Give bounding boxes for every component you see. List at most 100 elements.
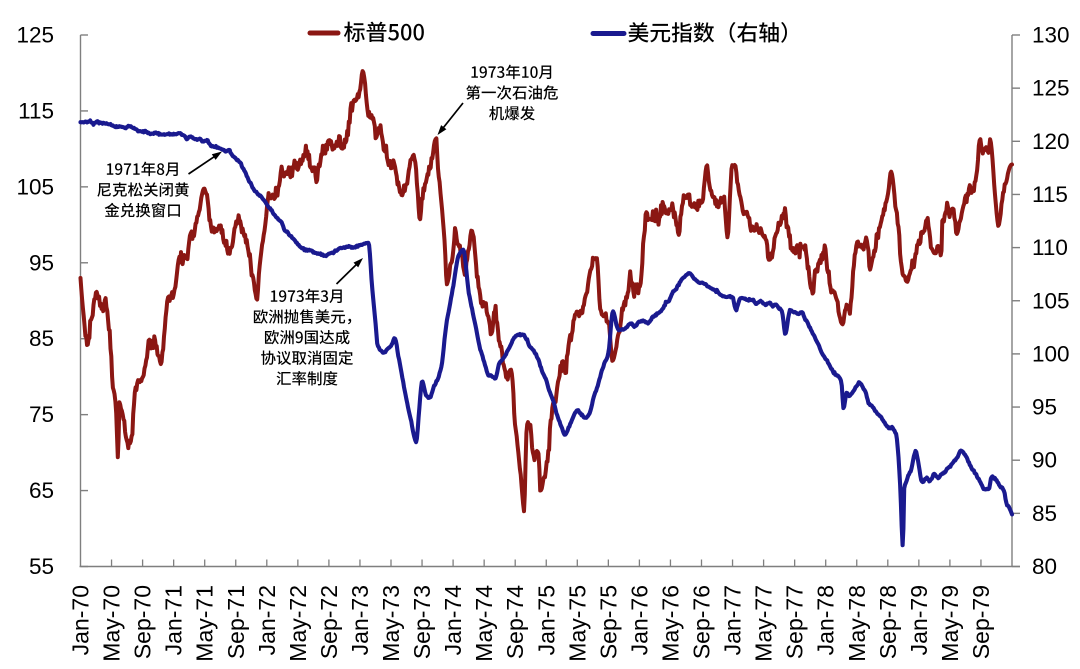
x-tick-label: Jan-76 — [626, 585, 652, 655]
x-tick-label: Jan-71 — [161, 585, 187, 655]
annotation-text-line — [264, 329, 350, 345]
glyph — [156, 163, 165, 176]
x-tick-label: Jan-77 — [720, 585, 746, 655]
glyph — [292, 351, 307, 365]
glyph — [520, 105, 535, 121]
x-tick-label: May-75 — [564, 585, 590, 662]
glyph — [338, 350, 353, 365]
x-tick-label: Sep-75 — [595, 585, 621, 659]
y-left-tick-label: 65 — [29, 478, 54, 503]
x-tick-label: May-72 — [285, 585, 311, 662]
glyph — [253, 309, 268, 324]
glyph — [543, 85, 558, 100]
y-right-tick-label: 115 — [1032, 182, 1068, 207]
x-tick-label: May-78 — [844, 585, 870, 662]
y-right-tick-label: 130 — [1032, 23, 1070, 48]
glyph — [296, 290, 304, 303]
glyph — [135, 202, 151, 218]
y-left-tick-label: 115 — [18, 98, 54, 123]
glyph — [112, 182, 127, 197]
glyph — [388, 24, 399, 41]
x-tick-label: Sep-70 — [130, 585, 156, 659]
glyph — [489, 105, 504, 121]
x-tick-label: Jan-72 — [254, 585, 280, 655]
y-right-tick-label: 90 — [1032, 448, 1057, 473]
y-left-tick-label: 55 — [29, 554, 54, 579]
y-right-tick-label: 120 — [1032, 129, 1070, 154]
glyph — [307, 371, 322, 386]
glyph — [106, 163, 114, 175]
annotation-europe-sells-dollars-1973 — [253, 258, 363, 386]
y-right-tick-label: 105 — [1032, 288, 1070, 313]
glyph — [276, 350, 292, 366]
y-left-tick-label: 105 — [16, 174, 54, 199]
glyph — [133, 163, 140, 175]
glyph — [270, 290, 278, 302]
glyph — [264, 329, 279, 345]
glyph — [276, 371, 291, 386]
glyph — [159, 182, 173, 197]
y-right-tick-label: 95 — [1032, 395, 1057, 420]
glyph — [413, 23, 424, 41]
y-left-tick-label: 125 — [16, 23, 54, 48]
series-line-usd-index — [78, 118, 1015, 548]
y-left-tick-label: 95 — [29, 250, 54, 275]
glyph — [528, 85, 542, 100]
glyph — [512, 86, 527, 100]
x-tick-label: May-70 — [99, 585, 125, 662]
glyph — [279, 330, 294, 345]
annotation-text-line — [104, 202, 180, 218]
annotation-arrow-line — [335, 262, 358, 285]
glyph — [343, 21, 365, 43]
annotation-text-line — [270, 288, 342, 304]
y-right-tick-label: 125 — [1032, 76, 1070, 101]
glyph — [143, 182, 158, 197]
annotation-text-line — [253, 309, 352, 325]
glyph — [471, 66, 478, 78]
annotation-text-line — [466, 85, 558, 100]
glyph — [628, 22, 649, 43]
glyph — [401, 23, 412, 41]
series-line-sp500 — [78, 69, 1014, 514]
glyph — [538, 65, 552, 80]
x-tick-label: Jan-74 — [440, 585, 466, 656]
axes: 55 65 75 85 95 105 115 125 80 85 90 95 100 105 110 115 1… — [16, 23, 1069, 662]
x-tick-label: Sep-71 — [223, 585, 249, 659]
glyph — [168, 204, 180, 217]
annotation-arrow-head — [437, 125, 447, 135]
y-right-tick-label: 110 — [1032, 235, 1068, 260]
annotation-arrow-head — [353, 258, 363, 268]
glyph — [123, 163, 132, 175]
legend — [307, 21, 787, 43]
annotation-text-line — [276, 371, 338, 386]
x-tick-label: Sep-79 — [968, 585, 994, 659]
x-tick-label: May-76 — [658, 585, 684, 662]
legend-label-sp500 — [343, 21, 424, 43]
y-left-tick-label: 75 — [29, 402, 54, 427]
x-tick-label: May-77 — [751, 585, 777, 662]
glyph — [315, 309, 330, 324]
glyph — [497, 85, 512, 100]
glyph — [671, 22, 693, 43]
glyph — [307, 350, 322, 365]
y-left-tick-label: 85 — [29, 326, 54, 351]
glyph — [299, 309, 314, 324]
glyph — [97, 183, 111, 197]
annotation-text-line — [106, 161, 178, 177]
glyph — [335, 329, 350, 345]
glyph — [481, 91, 496, 94]
glyph — [530, 66, 538, 79]
annotation-text-line — [261, 350, 353, 366]
x-tick-label: Sep-72 — [316, 585, 342, 659]
glyph — [174, 182, 189, 197]
x-tick-label: Sep-76 — [689, 585, 715, 659]
glyph — [366, 21, 387, 43]
y-right-tick-label: 85 — [1032, 501, 1057, 526]
x-tick-label: Jan-75 — [533, 585, 559, 655]
glyph — [284, 309, 299, 324]
glyph — [295, 331, 303, 344]
glyph — [781, 21, 787, 43]
glyph — [650, 23, 671, 43]
